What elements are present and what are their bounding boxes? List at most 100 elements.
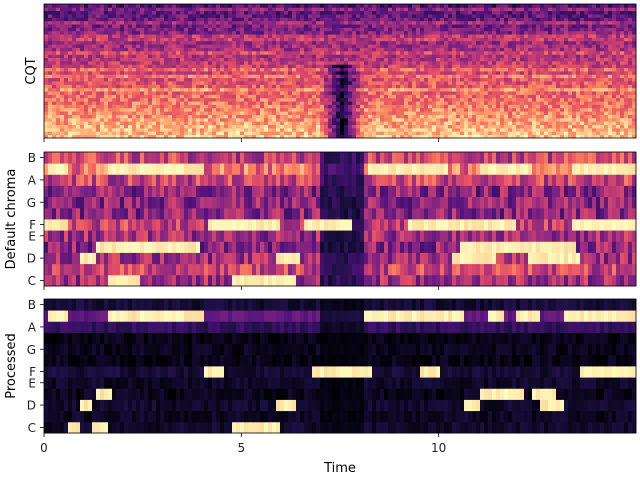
cqt-cell <box>484 124 489 129</box>
cqt-cell <box>580 124 585 129</box>
cqt-cell <box>576 40 581 45</box>
cqt-cell <box>148 124 153 129</box>
cqt-cell <box>464 94 469 99</box>
cqt-cell <box>236 60 241 65</box>
cqt-cell <box>224 47 229 52</box>
cqt-cell <box>172 111 177 115</box>
cqt-cell <box>172 134 177 139</box>
cqt-cell <box>464 87 469 92</box>
cqt-cell <box>384 121 389 125</box>
cqt-cell <box>268 50 273 55</box>
cqt-cell <box>524 117 529 122</box>
cqt-cell <box>104 124 109 129</box>
cqt-cell <box>440 47 445 52</box>
cqt-cell <box>276 107 281 112</box>
cqt-cell <box>48 60 53 65</box>
cqt-cell <box>388 77 393 82</box>
cqt-cell <box>348 104 353 109</box>
cqt-cell <box>584 117 589 122</box>
cqt-cell <box>500 124 505 129</box>
cqt-cell <box>60 34 65 38</box>
cqt-cell <box>396 67 401 72</box>
cqt-cell <box>92 117 97 122</box>
cqt-cell <box>448 67 453 72</box>
cqt-cell <box>616 37 621 42</box>
cqt-cell <box>288 117 293 122</box>
cqt-cell <box>224 97 229 102</box>
cqt-cell <box>264 117 269 122</box>
cqt-cell <box>480 87 485 92</box>
cqt-cell <box>524 64 529 69</box>
cqt-cell <box>424 71 429 75</box>
cqt-cell <box>128 27 133 32</box>
cqt-cell <box>460 37 465 42</box>
cqt-cell <box>220 97 225 102</box>
cqt-cell <box>216 127 221 132</box>
cqt-cell <box>428 104 433 109</box>
cqt-cell <box>408 94 413 99</box>
cqt-cell <box>208 121 213 125</box>
cqt-cell <box>116 64 121 69</box>
cqt-cell <box>324 50 329 55</box>
cqt-cell <box>612 34 617 38</box>
cqt-cell <box>300 131 305 136</box>
cqt-cell <box>336 44 341 48</box>
cqt-cell <box>520 30 525 35</box>
cqt-cell <box>108 124 113 129</box>
cqt-cell <box>532 91 537 95</box>
cqt-cell <box>392 104 397 109</box>
cqt-cell <box>364 57 369 62</box>
cqt-cell <box>500 127 505 132</box>
cqt-cell <box>444 114 449 119</box>
cqt-cell <box>296 27 301 32</box>
cqt-cell <box>216 87 221 92</box>
cqt-cell <box>616 71 621 75</box>
cqt-cell <box>256 60 261 65</box>
cqt-cell <box>576 37 581 42</box>
cqt-cell <box>380 67 385 72</box>
cqt-cell <box>616 124 621 129</box>
cqt-cell <box>484 111 489 115</box>
cqt-cell <box>528 54 533 58</box>
cqt-cell <box>88 81 93 85</box>
cqt-cell <box>220 81 225 85</box>
cqt-cell <box>504 67 509 72</box>
cqt-cell <box>556 30 561 35</box>
cqt-cell <box>624 60 629 65</box>
cqt-cell <box>616 131 621 136</box>
cqt-cell <box>496 60 501 65</box>
cqt-cell <box>348 71 353 75</box>
cqt-cell <box>552 37 557 42</box>
cqt-cell <box>92 37 97 42</box>
cqt-cell <box>436 111 441 115</box>
cqt-cell <box>324 74 329 79</box>
cqt-cell <box>252 111 257 115</box>
cqt-cell <box>328 101 333 105</box>
cqt-cell <box>620 94 625 99</box>
cqt-cell <box>436 37 441 42</box>
cqt-cell <box>188 117 193 122</box>
cqt-cell <box>156 111 161 115</box>
cqt-cell <box>224 67 229 72</box>
cqt-cell <box>188 91 193 95</box>
cqt-cell <box>144 124 149 129</box>
cqt-cell <box>88 40 93 45</box>
cqt-cell <box>284 30 289 35</box>
cqt-cell <box>332 50 337 55</box>
cqt-cell <box>420 107 425 112</box>
cqt-cell <box>344 94 349 99</box>
cqt-cell <box>120 127 125 132</box>
cqt-cell <box>216 117 221 122</box>
cqt-cell <box>124 87 129 92</box>
cqt-cell <box>148 60 153 65</box>
cqt-cell <box>396 127 401 132</box>
cqt-cell <box>620 60 625 65</box>
cqt-cell <box>76 27 81 32</box>
cqt-cell <box>192 64 197 69</box>
cqt-cell <box>396 34 401 38</box>
cqt-cell <box>268 107 273 112</box>
cqt-cell <box>508 27 513 32</box>
cqt-cell <box>508 101 513 105</box>
cqt-cell <box>432 37 437 42</box>
cqt-cell <box>444 81 449 85</box>
